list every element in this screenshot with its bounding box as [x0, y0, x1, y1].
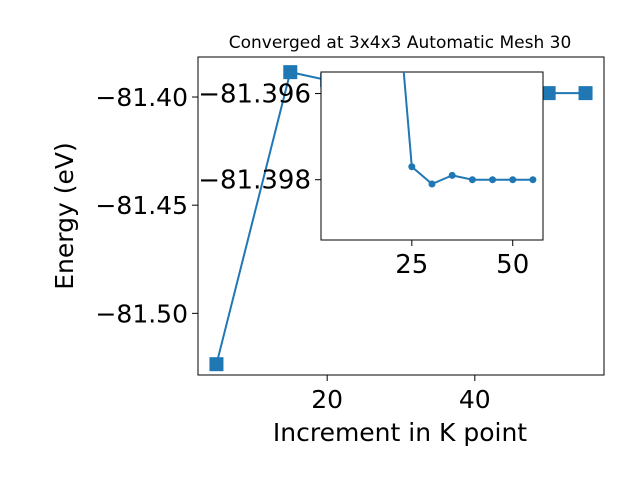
- y-axis-label: Energy (eV): [50, 142, 79, 289]
- y-tick-label: −81.398: [198, 166, 311, 196]
- data-point: [541, 86, 556, 101]
- data-point: [529, 176, 537, 184]
- y-tick-label: −81.45: [95, 191, 188, 220]
- inset-y-axis: −81.398 −81.396: [198, 80, 321, 196]
- y-tick-label: −81.40: [95, 83, 188, 112]
- data-point: [509, 176, 517, 184]
- data-point: [209, 357, 224, 372]
- inset-plot-frame: [320, 71, 544, 241]
- main-x-axis: 20 40: [311, 375, 491, 414]
- x-axis-label: Increment in K point: [273, 418, 527, 447]
- x-tick-label: 50: [496, 250, 529, 280]
- data-point: [283, 65, 298, 80]
- main-plot-frame: [197, 56, 605, 376]
- data-point: [578, 86, 593, 101]
- data-point: [489, 176, 497, 184]
- data-point: [428, 180, 436, 188]
- data-point: [448, 171, 456, 179]
- inset-x-axis: 25 50: [395, 240, 529, 280]
- data-point: [408, 163, 416, 171]
- chart-title: Converged at 3x4x3 Automatic Mesh 30: [229, 33, 572, 53]
- data-point: [468, 176, 476, 184]
- y-tick-label: −81.50: [95, 299, 188, 328]
- x-tick-label: 25: [395, 250, 428, 280]
- y-tick-label: −81.396: [198, 80, 311, 110]
- main-y-axis: −81.40 −81.45 −81.50: [95, 83, 198, 328]
- x-tick-label: 20: [311, 385, 343, 414]
- x-tick-label: 40: [459, 385, 491, 414]
- inset-series: [402, 72, 537, 188]
